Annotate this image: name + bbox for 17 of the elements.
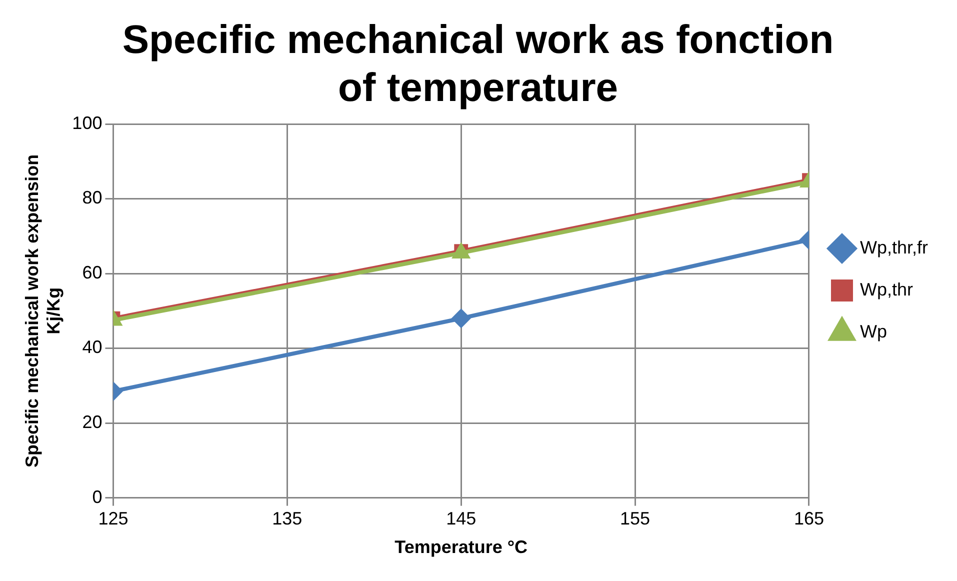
y-tick-label: 60 <box>82 262 102 282</box>
x-tick-label: 145 <box>446 508 476 529</box>
y-tick-label: 20 <box>82 412 102 432</box>
y-tick-label: 80 <box>82 188 102 208</box>
legend-label: Wp <box>860 321 887 342</box>
legend-label: Wp,thr <box>860 279 914 300</box>
y-tick-label: 100 <box>72 112 102 133</box>
x-tick-label: 155 <box>620 508 650 529</box>
chart-title: Specific mechanical work as fonction of temperature <box>122 18 834 110</box>
y-axis-title: Specific mechanical work expension Kj/Kg <box>22 154 64 468</box>
y-tick-label: 0 <box>92 486 102 507</box>
x-tick-label: 165 <box>794 508 824 529</box>
legend-label: Wp,thr,fr <box>860 237 928 258</box>
x-axis-title: Temperature °C <box>394 537 528 558</box>
x-tick-label: 125 <box>98 508 128 529</box>
y-tick-label: 40 <box>82 337 102 358</box>
x-tick-label: 135 <box>272 508 302 529</box>
